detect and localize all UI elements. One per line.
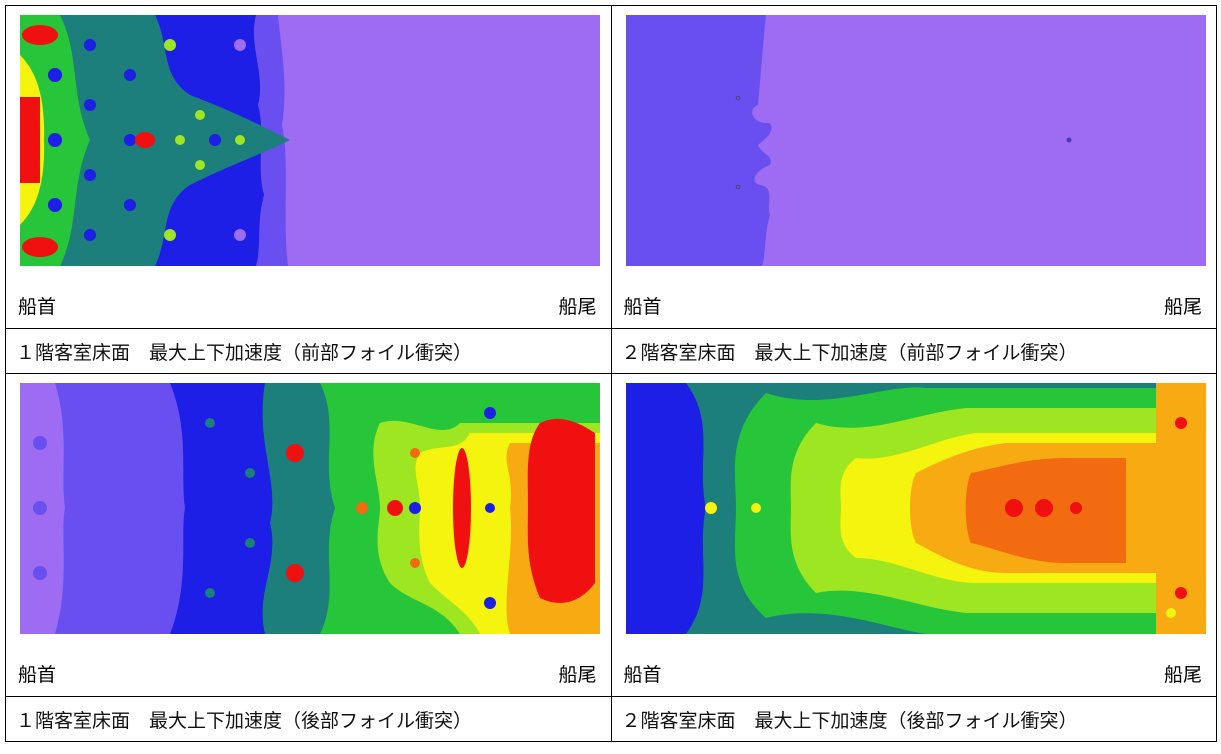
caption-2f-rear: ２階客室床面 最大上下加速度（後部フォイル衝突） [610, 696, 1217, 742]
contour-plot-2f-rear [625, 383, 1206, 634]
stern-label: 船尾 [1163, 664, 1202, 686]
panel-2f-rear: 船首 船尾 [610, 373, 1217, 697]
caption-1f-rear: １階客室床面 最大上下加速度（後部フォイル衝突） [5, 696, 612, 742]
contour-plot-1f-front [20, 15, 600, 266]
contour-plot-2f-front [625, 15, 1206, 266]
stern-label: 船尾 [558, 296, 597, 318]
stern-label: 船尾 [1163, 296, 1202, 318]
caption-2f-front: ２階客室床面 最大上下加速度（前部フォイル衝突） [610, 328, 1217, 374]
panel-1f-rear: 船首 船尾 [5, 373, 612, 697]
caption-1f-front: １階客室床面 最大上下加速度（前部フォイル衝突） [5, 328, 612, 374]
bow-label: 船首 [18, 296, 57, 318]
panel-1f-front: 船首 船尾 [5, 5, 612, 329]
stern-label: 船尾 [558, 664, 597, 686]
figure-grid: 船首 船尾 船首 船尾 １階客室床面 最大上下加速度（前部フォイル衝突） ２階客… [5, 5, 1217, 742]
bow-label: 船首 [18, 664, 57, 686]
panel-2f-front: 船首 船尾 [610, 5, 1217, 329]
contour-plot-1f-rear [20, 383, 600, 634]
bow-label: 船首 [623, 664, 662, 686]
bow-label: 船首 [623, 296, 662, 318]
